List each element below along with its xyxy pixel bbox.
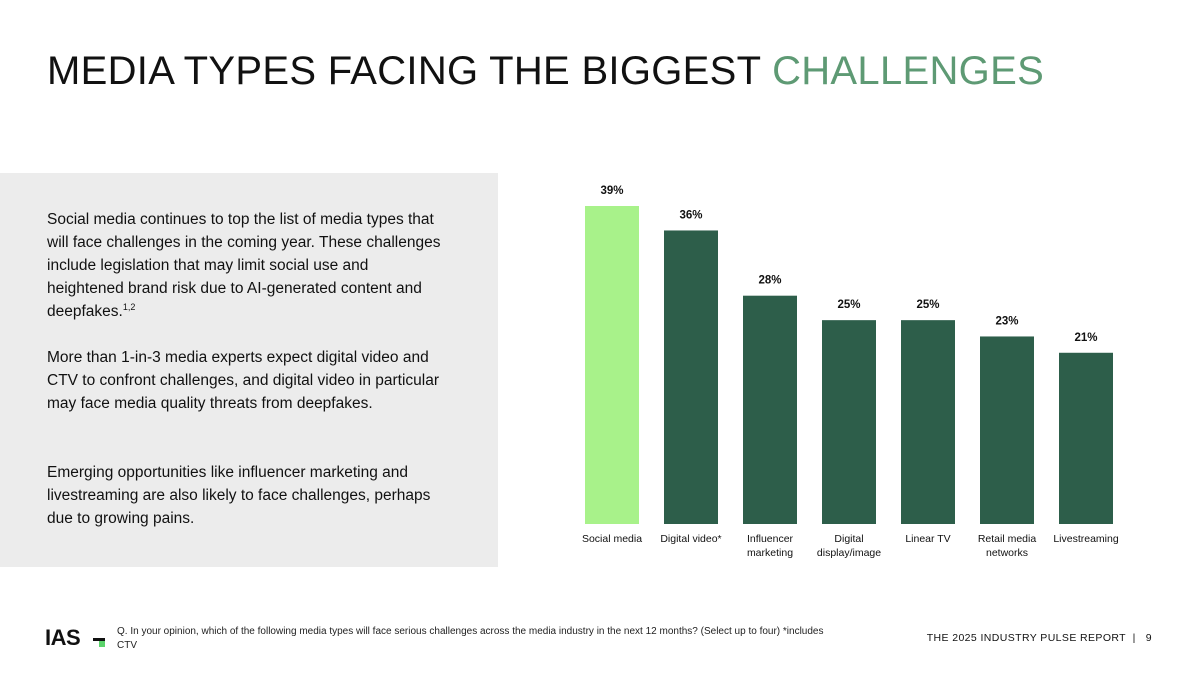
logo-text: IAS: [45, 625, 81, 650]
value-label-2: 28%: [758, 275, 781, 287]
value-label-3: 25%: [837, 299, 860, 311]
bar-0: [585, 206, 639, 524]
report-label: THE 2025 INDUSTRY PULSE REPORT: [926, 632, 1127, 644]
paragraph-1-text: Social media continues to top the list o…: [47, 211, 441, 320]
category-label-3: Digital display/image: [817, 533, 881, 559]
report-footer: THE 2025 INDUSTRY PULSE REPORT | 9: [927, 632, 1152, 644]
bar-6: [1059, 352, 1113, 524]
bar-chart: 39% Social media 36% Digital video* 28% Influ…: [582, 185, 1119, 559]
title-main: MEDIA TYPES FACING THE BIGGEST: [47, 49, 761, 93]
footer-separator: |: [1132, 632, 1136, 644]
category-label-1: Digital video*: [660, 533, 721, 545]
page-title: MEDIA TYPES FACING THE BIGGEST CHALLENGE…: [47, 48, 1044, 94]
bar-1: [664, 230, 718, 524]
category-label-4: Linear TV: [905, 533, 950, 545]
category-label-5: Retail media networks: [978, 533, 1037, 559]
value-label-4: 25%: [916, 299, 939, 311]
page-number: 9: [1145, 632, 1152, 644]
text-panel: [0, 173, 498, 567]
paragraph-digital-video: More than 1-in-3 media experts expect di…: [47, 349, 440, 412]
bar-2: [743, 295, 797, 524]
bar-3: [822, 320, 876, 524]
logo-mark-dot: [99, 641, 105, 647]
title-accent: CHALLENGES: [772, 49, 1045, 93]
bar-5: [980, 336, 1034, 524]
footnote-ref: 1,2: [122, 301, 136, 312]
logo-mark-arm: [93, 638, 105, 641]
value-label-1: 36%: [679, 209, 702, 221]
category-label-2: Influencer marketing: [747, 533, 794, 559]
paragraph-social-media: Social media continues to top the list o…: [47, 208, 447, 323]
value-label-6: 21%: [1074, 332, 1097, 344]
bar-4: [901, 320, 955, 524]
category-label-6: Livestreaming: [1053, 533, 1119, 545]
category-label-0: Social media: [582, 533, 642, 545]
paragraph-emerging-opportunities: Emerging opportunities like influencer m…: [47, 464, 431, 527]
survey-question: Q. In your opinion, which of the followi…: [117, 626, 824, 651]
value-label-5: 23%: [995, 315, 1018, 327]
ias-logo: IAS: [45, 626, 105, 650]
value-label-0: 39%: [600, 185, 623, 197]
